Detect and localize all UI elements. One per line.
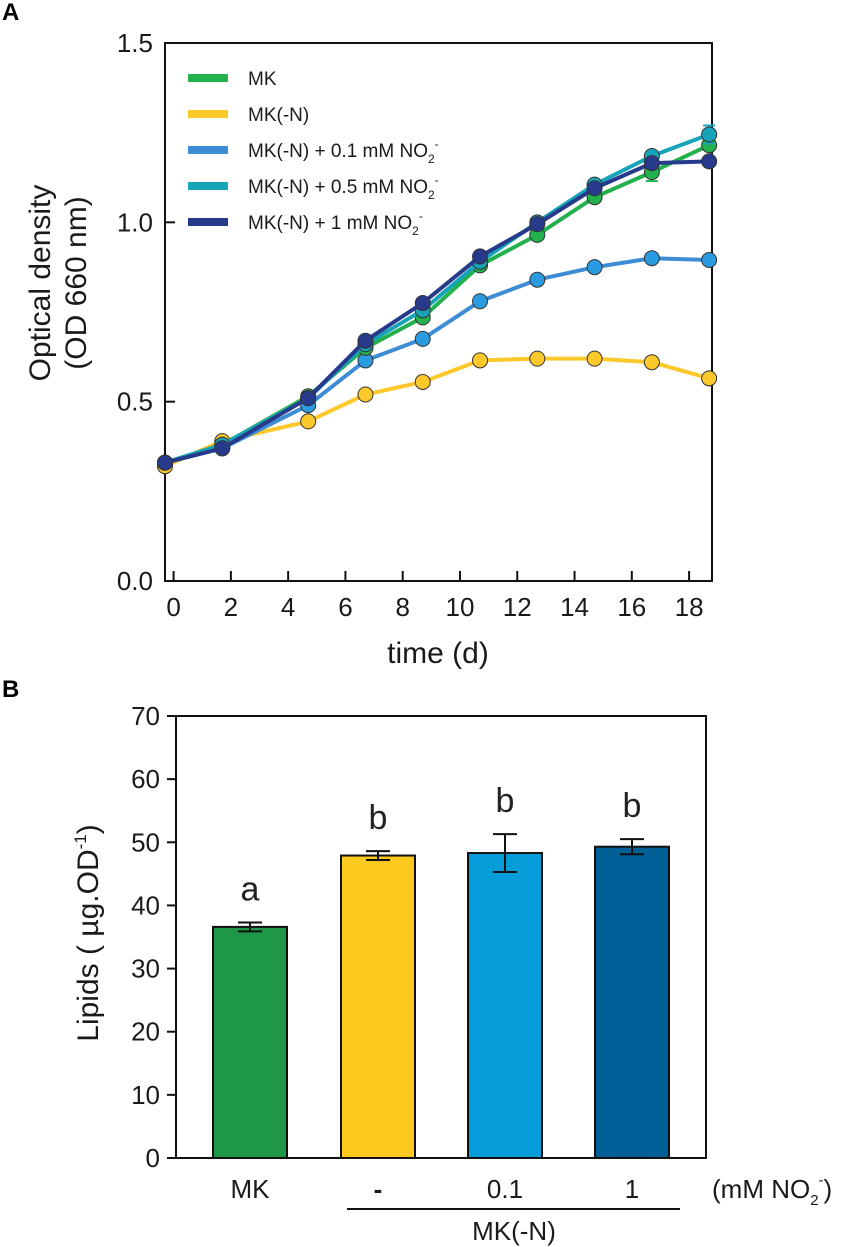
y-tick-label: 0.0	[117, 566, 153, 596]
plot-frame	[164, 42, 713, 582]
plot-frame	[175, 715, 707, 1159]
y-tick-label: 50	[131, 827, 160, 857]
legend-swatch	[188, 110, 228, 118]
optical-density-line-chart: 0.0 0.5 1.0 1.5 0 2 4 6 8 10 12 14 16 18 time (d) Optic…	[24, 28, 718, 670]
y-tick-label: 30	[131, 954, 160, 984]
data-point	[643, 354, 660, 371]
y-axis-title: Optical density (OD 660 nm)	[24, 185, 93, 382]
data-point	[472, 293, 489, 310]
x-tick-label: 8	[395, 592, 409, 622]
data-point	[414, 330, 431, 347]
data-point	[472, 352, 489, 369]
group-label: MK(-N)	[472, 1216, 556, 1246]
legend-label: MK(-N) + 0.5 mM NO2-	[248, 173, 439, 202]
data-point	[586, 180, 603, 197]
series-line	[164, 356, 710, 469]
data-point	[701, 153, 718, 170]
x-tick-label: 18	[675, 592, 704, 622]
significance-letter: a	[241, 870, 260, 908]
x-tick-label: 10	[446, 592, 475, 622]
y-tick-label: 40	[131, 890, 160, 920]
x-tick-label: 4	[281, 592, 295, 622]
y-axis-title: Lipids ( µg.OD-1)	[71, 824, 105, 1041]
legend-label: MK(-N)	[248, 105, 309, 126]
data-point	[586, 350, 603, 367]
data-point	[414, 295, 431, 312]
data-point	[300, 413, 317, 430]
data-point	[529, 271, 546, 288]
x-tick-label: 16	[617, 592, 646, 622]
data-point	[701, 370, 718, 387]
y-tick-label: 70	[131, 701, 160, 731]
significance-letter: b	[623, 787, 642, 825]
series-line	[164, 256, 710, 465]
data-point	[214, 440, 231, 457]
x-tick-label: 2	[224, 592, 238, 622]
data-point	[701, 126, 718, 143]
data-point	[643, 250, 660, 267]
y-tick-label: 1.0	[117, 207, 153, 237]
data-point	[414, 373, 431, 390]
x-tick-label: 0	[166, 592, 180, 622]
data-point	[701, 251, 718, 268]
y-tick-label: 0	[146, 1143, 160, 1173]
data-point	[357, 332, 374, 349]
data-point	[300, 390, 317, 407]
bar	[340, 854, 416, 1159]
x-axis-title: time (d)	[387, 637, 489, 670]
significance-letter: b	[369, 799, 388, 837]
data-point	[643, 155, 660, 172]
legend-swatch	[188, 182, 228, 190]
data-point	[472, 248, 489, 265]
bar	[467, 852, 543, 1160]
y-tick-label: 20	[131, 1017, 160, 1047]
legend-swatch	[188, 74, 228, 82]
category-label: -	[374, 1174, 383, 1204]
category-label: MK	[231, 1174, 271, 1204]
bar	[212, 925, 288, 1160]
panel-b-label: B	[2, 676, 19, 703]
x-tick-label: 12	[503, 592, 532, 622]
y-tick-label: 1.5	[117, 28, 153, 58]
data-point	[357, 386, 374, 403]
data-point	[157, 454, 173, 471]
significance-letter: b	[496, 782, 515, 820]
legend-swatch	[188, 146, 228, 154]
legend-swatch	[188, 218, 228, 226]
x-tick-label: 14	[560, 592, 589, 622]
x-tick-label: 6	[338, 592, 352, 622]
data-point	[529, 216, 546, 233]
category-label: 1	[625, 1174, 639, 1204]
y-tick-label: 60	[131, 764, 160, 794]
legend-label: MK(-N) + 1 mM NO2-	[248, 209, 423, 238]
bar	[594, 845, 670, 1159]
unit-label: (mM NO2-)	[712, 1172, 832, 1209]
series-line	[164, 159, 710, 465]
legend-label: MK	[248, 69, 277, 90]
legend-label: MK(-N) + 0.1 mM NO2-	[248, 137, 439, 166]
lipids-bar-chart: 0 10 20 30 40 50 60 70 Lipids ( µg.OD-1) a MK b - b 0.…	[71, 701, 832, 1246]
data-point	[586, 259, 603, 276]
category-label: 0.1	[487, 1174, 523, 1204]
y-tick-label: 0.5	[117, 387, 153, 417]
data-point	[529, 350, 546, 367]
y-tick-label: 10	[131, 1080, 160, 1110]
panel-a-label: A	[2, 0, 19, 26]
series-line	[164, 143, 710, 465]
